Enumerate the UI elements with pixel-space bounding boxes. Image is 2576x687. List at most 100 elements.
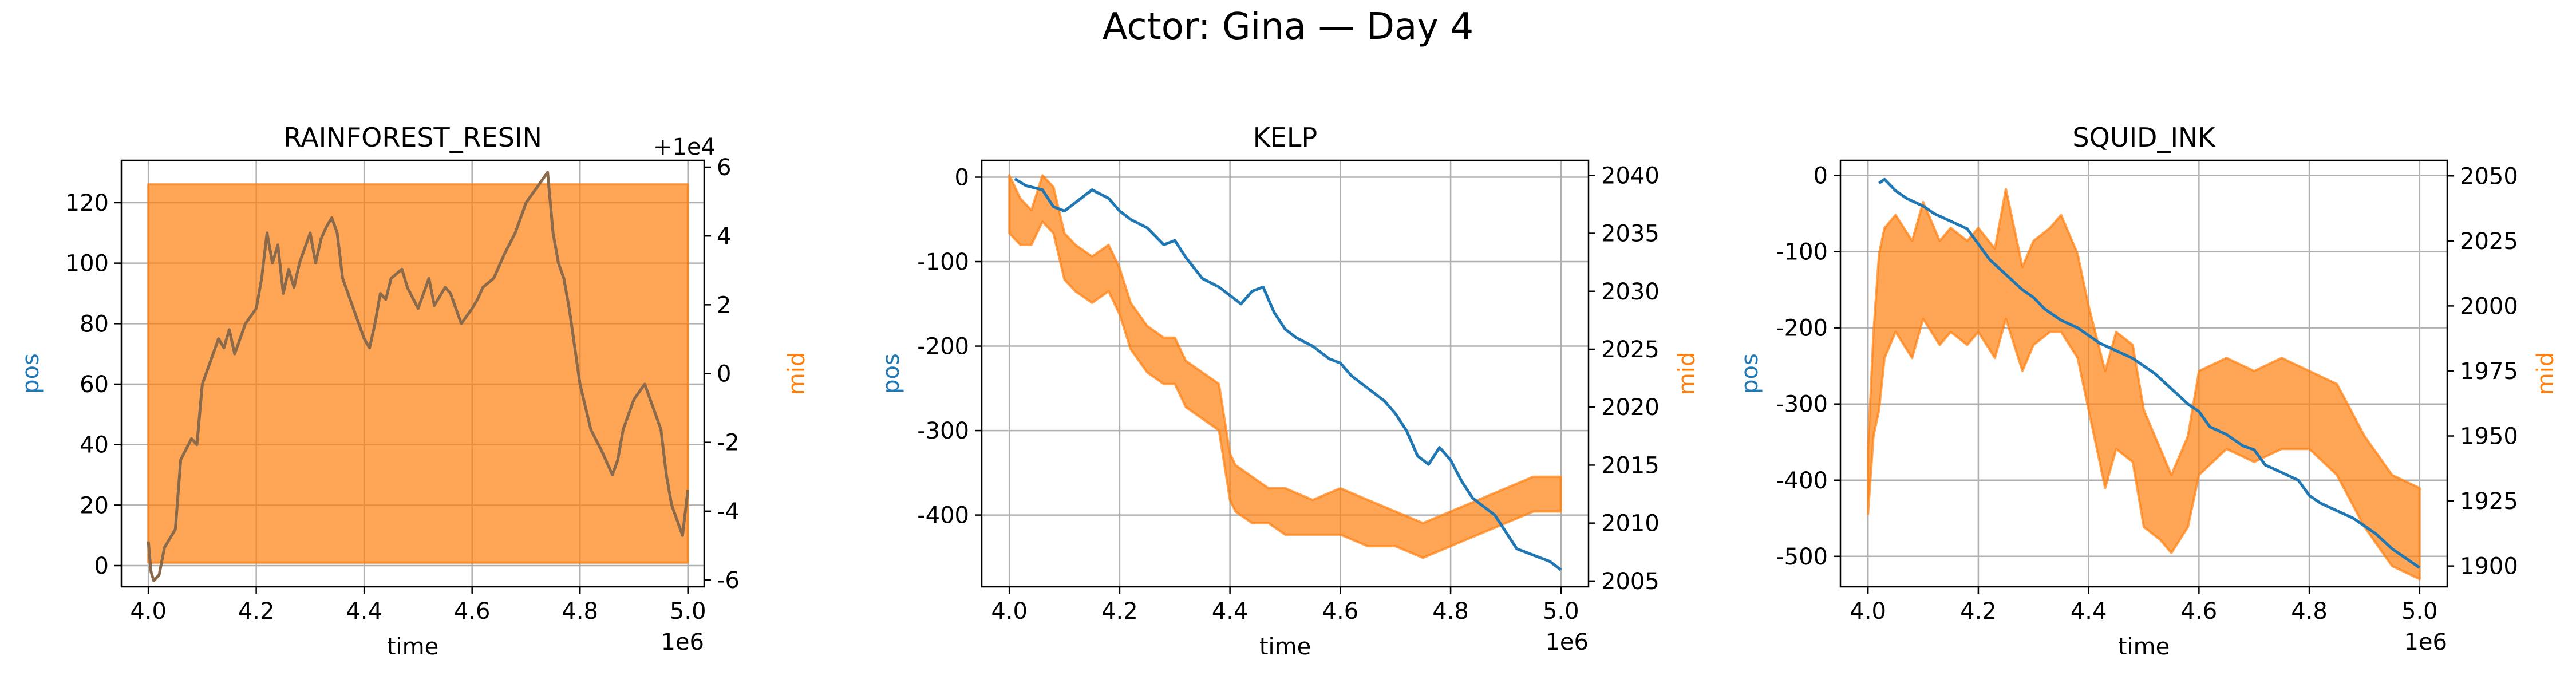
series-group [147,171,690,582]
y-right-offset: +1e4 [653,134,716,160]
y-left-tick-label-3: -200 [1776,315,1828,342]
y-right-tick-label-4: 2025 [1601,337,1660,363]
y-left-axis-label: pos [1737,353,1763,394]
y-axis-left: -400 -300 -200 -100 0 pos [878,165,982,529]
x-tick-label-4: 4.8 [1432,598,1469,625]
y-right-tick-label-0: 2005 [1601,568,1660,595]
y-right-tick-label-1: 1925 [2460,488,2518,515]
y-right-tick-label-0: -6 [717,567,740,594]
x-axis: 4.0 4.2 4.4 4.6 4.8 5.0 time 1e6 [130,587,706,660]
series-group [1008,174,1562,571]
chart-kelp: 4.0 4.2 4.4 4.6 4.8 5.0 time 1e6 -400 -300 -200 -10… [878,122,1700,660]
y-right-tick-label-3: 1975 [2460,358,2518,385]
y-left-tick-label-0: -400 [917,503,969,529]
x-tick-label-1: 4.2 [1101,598,1138,625]
x-tick-label-4: 4.8 [562,598,598,625]
figure-title: Actor: Gina — Day 4 [1103,6,1473,48]
y-left-tick-label-5: 100 [65,251,109,277]
x-axis: 4.0 4.2 4.4 4.6 4.8 5.0 time 1e6 [991,587,1589,660]
y-right-tick-label-7: 2040 [1601,163,1660,189]
series-pos-line [147,171,690,582]
x-tick-label-5: 5.0 [2401,598,2438,625]
x-tick-label-2: 4.4 [1212,598,1249,625]
y-left-tick-label-1: 20 [80,492,109,519]
chart-title: KELP [1253,122,1318,153]
y-right-tick-label-2: -2 [717,430,740,456]
y-left-tick-label-3: -100 [917,249,969,275]
x-tick-label-4: 4.8 [2291,598,2328,625]
x-tick-label-5: 5.0 [1543,598,1579,625]
series-pos-line [1014,177,1562,571]
x-axis: 4.0 4.2 4.4 4.6 4.8 5.0 time 1e6 [1850,587,2447,660]
x-tick-label-3: 4.6 [2181,598,2218,625]
y-right-tick-label-4: 2000 [2460,293,2518,319]
y-right-axis-label: mid [784,352,810,395]
x-tick-label-0: 4.0 [991,598,1028,625]
y-right-tick-label-6: 6 [717,155,731,181]
x-axis-label: time [1259,634,1311,660]
y-right-tick-label-3: 2020 [1601,394,1660,421]
chart-title: RAINFOREST_RESIN [283,122,542,153]
y-axis-right: 1900 1925 1950 1975 2000 2025 2050 mid [2447,163,2559,580]
series-mid-band [147,183,689,564]
x-multiplier: 1e6 [661,629,704,656]
y-left-tick-label-6: 120 [65,190,109,216]
x-tick-label-3: 4.6 [1322,598,1359,625]
y-left-tick-label-3: 60 [80,372,109,398]
y-right-tick-label-3: 0 [717,361,731,388]
series-mid-band [1008,174,1562,559]
y-left-tick-label-4: 80 [80,311,109,337]
y-left-tick-label-2: -200 [917,334,969,360]
chart-squid-ink: 4.0 4.2 4.4 4.6 4.8 5.0 time 1e6 -500 -400 -300 -20… [1737,122,2559,660]
x-tick-label-0: 4.0 [1850,598,1886,625]
x-multiplier: 1e6 [2404,629,2447,656]
series-pos-line [1878,177,2421,569]
grid [982,160,1589,587]
y-left-tick-label-4: 0 [955,165,969,191]
y-left-tick-label-2: -300 [1776,392,1828,418]
y-axis-left: 0 20 40 60 80 100 120 pos [18,190,121,579]
y-right-tick-label-0: 1900 [2460,554,2518,580]
y-right-tick-label-1: -4 [717,499,740,525]
x-axis-label: time [387,634,438,660]
series-mid-band [1867,188,2421,581]
x-tick-label-0: 4.0 [130,598,167,625]
y-left-tick-label-1: -300 [917,418,969,444]
y-right-tick-label-4: 2 [717,292,731,318]
y-left-tick-label-1: -400 [1776,468,1828,494]
y-left-tick-label-0: -500 [1776,544,1828,570]
x-tick-label-3: 4.6 [454,598,491,625]
y-right-tick-label-5: 2030 [1601,279,1660,305]
y-left-axis-label: pos [878,353,904,394]
y-right-tick-label-1: 2010 [1601,511,1660,537]
x-tick-label-1: 4.2 [1960,598,1997,625]
y-left-axis-label: pos [18,353,44,394]
series-group [1867,177,2421,581]
y-right-tick-label-5: 4 [717,223,731,250]
chart-title: SQUID_INK [2072,122,2216,153]
x-tick-label-2: 4.4 [2071,598,2107,625]
y-right-axis-label: mid [2532,352,2559,395]
y-axis-right: -6 -4 -2 0 2 4 6 mid +1e4 [653,134,810,594]
y-left-tick-label-5: 0 [1814,163,1828,189]
x-tick-label-2: 4.4 [346,598,382,625]
y-axis-right: 2005 2010 2015 2020 2025 2030 2035 2040 mid [1589,163,1700,595]
y-left-tick-label-2: 40 [80,432,109,459]
y-axis-left: -500 -400 -300 -200 -100 0 pos [1737,163,1840,570]
y-right-tick-label-6: 2050 [2460,163,2518,189]
x-multiplier: 1e6 [1545,629,1589,656]
plot-frame [1839,159,2448,588]
y-right-tick-label-2: 2015 [1601,452,1660,479]
plot-frame [981,159,1590,588]
x-axis-label: time [2118,634,2170,660]
y-right-axis-label: mid [1674,352,1700,395]
y-left-tick-label-4: -100 [1776,239,1828,266]
x-tick-label-5: 5.0 [670,598,706,625]
y-left-tick-label-0: 0 [94,553,109,579]
x-tick-label-1: 4.2 [238,598,275,625]
y-right-tick-label-5: 2025 [2460,228,2518,255]
y-right-tick-label-6: 2035 [1601,221,1660,247]
